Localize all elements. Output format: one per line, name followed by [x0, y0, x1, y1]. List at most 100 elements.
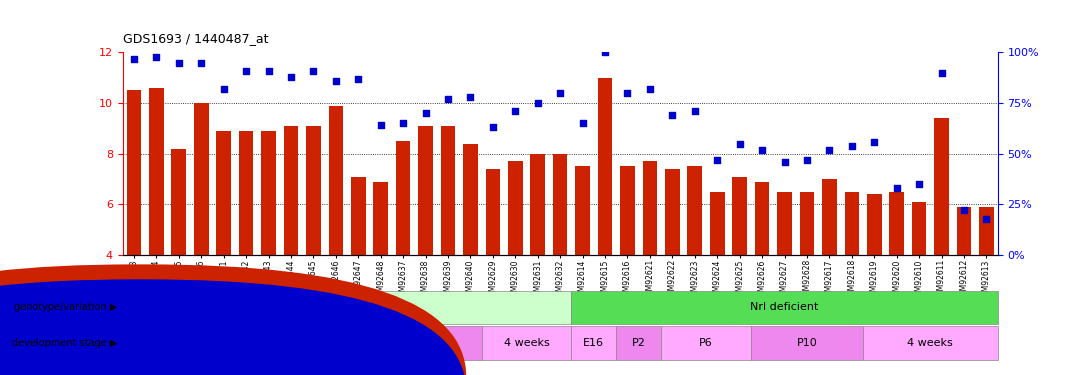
- Point: [955, 207, 972, 213]
- Text: wild type: wild type: [321, 303, 372, 312]
- Bar: [441, 126, 456, 255]
- Text: E16: E16: [157, 338, 178, 348]
- Point: [977, 216, 994, 222]
- Bar: [732, 177, 747, 255]
- Bar: [392, 326, 481, 360]
- Bar: [530, 154, 545, 255]
- Point: [417, 110, 434, 116]
- Point: [933, 70, 950, 76]
- Bar: [463, 144, 478, 255]
- Point: [731, 141, 748, 147]
- Point: [843, 142, 860, 148]
- Bar: [710, 192, 724, 255]
- Bar: [754, 182, 769, 255]
- Bar: [149, 88, 163, 255]
- Bar: [481, 326, 572, 360]
- Bar: [620, 166, 635, 255]
- Point: [305, 68, 322, 74]
- Bar: [553, 154, 568, 255]
- Point: [552, 90, 569, 96]
- Text: P10: P10: [797, 338, 817, 348]
- Point: [238, 68, 255, 74]
- Point: [216, 86, 233, 92]
- Bar: [485, 169, 500, 255]
- Bar: [980, 207, 993, 255]
- Bar: [575, 166, 590, 255]
- Point: [888, 185, 905, 191]
- Bar: [302, 326, 392, 360]
- Text: 4 weeks: 4 weeks: [907, 338, 953, 348]
- Point: [708, 157, 726, 163]
- Bar: [642, 161, 657, 255]
- Bar: [890, 192, 904, 255]
- Text: P2: P2: [632, 338, 646, 348]
- Point: [440, 96, 457, 102]
- Bar: [799, 192, 814, 255]
- Bar: [373, 182, 388, 255]
- Point: [395, 120, 412, 126]
- Point: [821, 147, 838, 153]
- Bar: [845, 192, 859, 255]
- Bar: [239, 131, 253, 255]
- Bar: [123, 326, 212, 360]
- Bar: [822, 179, 837, 255]
- Point: [507, 108, 524, 114]
- Bar: [935, 118, 949, 255]
- Text: P2: P2: [251, 338, 265, 348]
- Bar: [508, 161, 523, 255]
- Point: [776, 159, 793, 165]
- Text: P6: P6: [699, 338, 713, 348]
- Point: [462, 94, 479, 100]
- Point: [664, 112, 681, 118]
- Point: [798, 157, 815, 163]
- Point: [596, 50, 614, 55]
- Bar: [912, 202, 926, 255]
- Bar: [396, 141, 411, 255]
- Point: [484, 124, 501, 130]
- Point: [641, 86, 658, 92]
- Point: [372, 122, 389, 128]
- Text: P10: P10: [427, 338, 447, 348]
- Bar: [867, 194, 881, 255]
- Bar: [127, 90, 141, 255]
- Bar: [957, 207, 971, 255]
- Bar: [418, 126, 433, 255]
- Point: [350, 76, 367, 82]
- Text: P6: P6: [340, 338, 354, 348]
- Bar: [662, 326, 751, 360]
- Point: [283, 74, 300, 80]
- Text: E16: E16: [584, 338, 604, 348]
- Text: GDS1693 / 1440487_at: GDS1693 / 1440487_at: [123, 32, 268, 45]
- Bar: [777, 192, 792, 255]
- Bar: [617, 326, 662, 360]
- Point: [328, 78, 345, 84]
- Point: [193, 60, 210, 66]
- Bar: [687, 166, 702, 255]
- Point: [865, 139, 882, 145]
- Bar: [665, 169, 680, 255]
- Bar: [572, 326, 617, 360]
- Bar: [329, 106, 344, 255]
- Point: [148, 54, 165, 60]
- Bar: [351, 177, 366, 255]
- Bar: [123, 291, 572, 324]
- Point: [529, 100, 546, 106]
- Text: 4 weeks: 4 weeks: [504, 338, 550, 348]
- Point: [753, 147, 770, 153]
- Text: Nrl deficient: Nrl deficient: [750, 303, 818, 312]
- Point: [260, 68, 277, 74]
- Bar: [261, 131, 275, 255]
- Point: [171, 60, 188, 66]
- Bar: [598, 78, 612, 255]
- Text: development stage ▶: development stage ▶: [12, 338, 117, 348]
- Bar: [284, 126, 299, 255]
- Point: [910, 181, 927, 187]
- Bar: [751, 326, 863, 360]
- Point: [686, 108, 703, 114]
- Point: [574, 120, 591, 126]
- Bar: [572, 291, 998, 324]
- Bar: [217, 131, 230, 255]
- Text: genotype/variation ▶: genotype/variation ▶: [14, 303, 117, 312]
- Point: [126, 56, 143, 62]
- Bar: [212, 326, 302, 360]
